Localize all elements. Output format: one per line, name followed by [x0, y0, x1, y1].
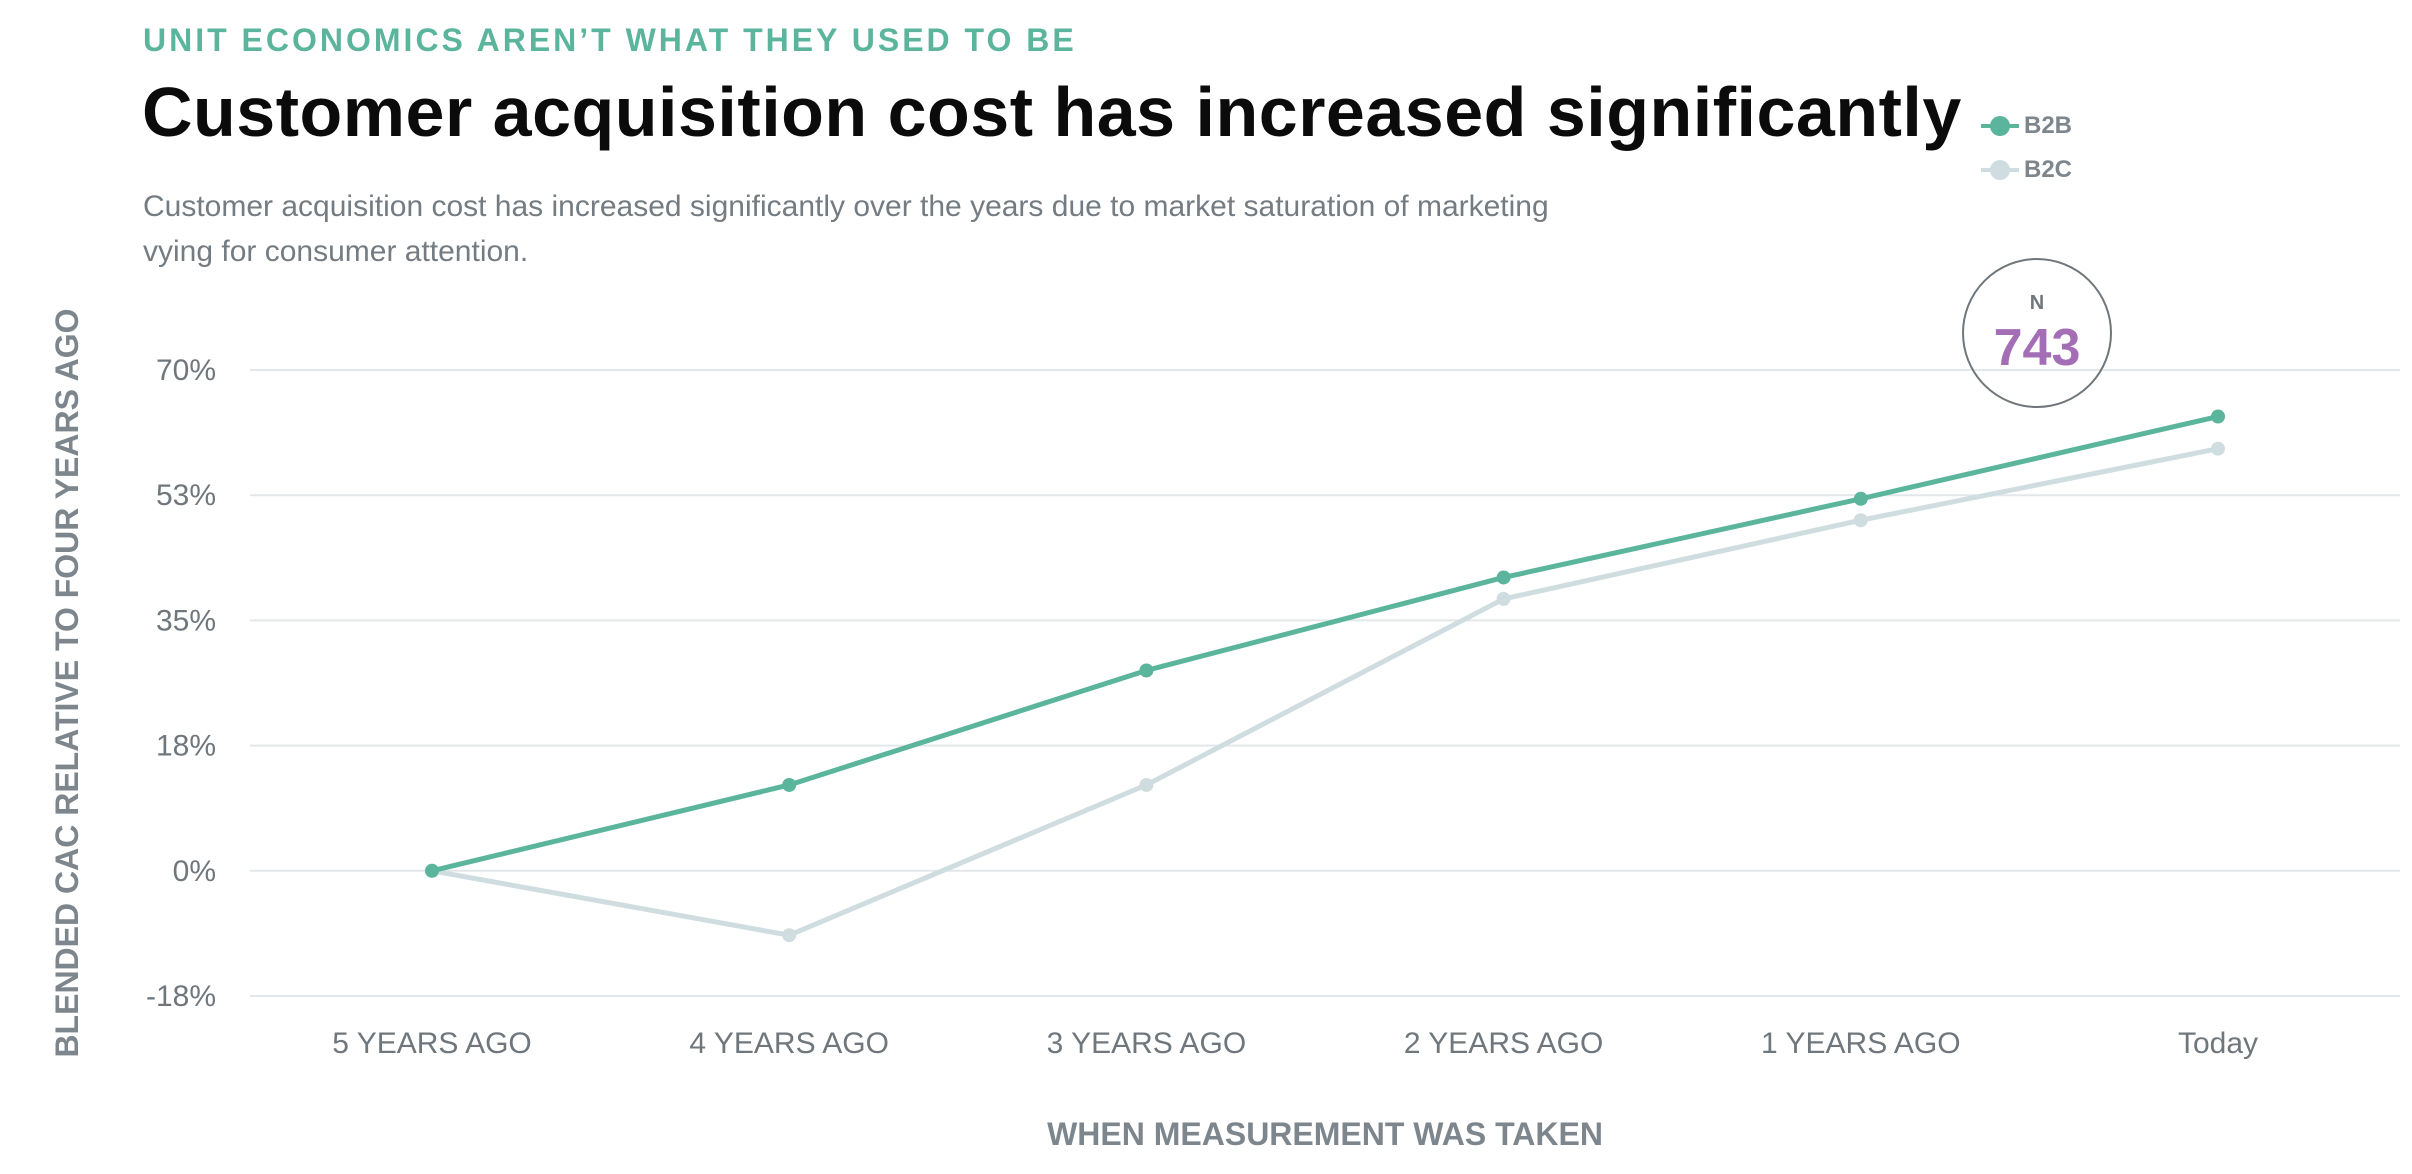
sample-size-label: N: [2029, 292, 2045, 314]
data-point-b2c[interactable]: [1853, 513, 1868, 528]
x-tick-label: 4 YEARS AGO: [689, 1027, 889, 1060]
x-axis-ticks: 5 YEARS AGO 4 YEARS AGO 3 YEARS AGO 2 YEARS…: [332, 1027, 2258, 1060]
sample-size-value: 743: [1993, 319, 2081, 377]
data-point-b2c[interactable]: [2211, 441, 2225, 456]
data-point-b2c[interactable]: [782, 928, 797, 943]
x-tick-label: 3 YEARS AGO: [1047, 1027, 1247, 1060]
chart-subtitle: Customer acquisition cost has increased …: [143, 190, 1549, 268]
sample-size-badge: N 743: [1962, 258, 2112, 408]
data-point-b2c[interactable]: [1496, 591, 1511, 606]
series-line-b2b[interactable]: [429, 414, 2221, 874]
y-tick-label: 18%: [156, 730, 216, 763]
y-tick-label: 53%: [156, 479, 216, 512]
y-tick-label: 35%: [156, 604, 216, 637]
legend-marker-b2b: [1981, 116, 2019, 136]
y-tick-label: 0%: [173, 855, 216, 888]
series: [425, 409, 2225, 943]
gridlines: [250, 369, 2400, 997]
x-tick-label: 5 YEARS AGO: [332, 1027, 532, 1060]
data-point-b2c[interactable]: [1139, 777, 1154, 792]
data-point-b2b[interactable]: [425, 863, 439, 878]
data-point-b2b[interactable]: [782, 777, 797, 792]
series-line-b2c[interactable]: [429, 446, 2221, 938]
y-tick-label: 70%: [156, 354, 216, 387]
data-point-b2b[interactable]: [1496, 570, 1511, 585]
legend-item-b2c[interactable]: B2C: [1981, 148, 2073, 192]
chart-eyebrow: UNIT ECONOMICS AREN’T WHAT THEY USED TO …: [143, 22, 1077, 58]
legend-label-b2b: B2B: [2024, 112, 2073, 139]
data-point-b2b[interactable]: [2211, 409, 2225, 424]
data-point-b2b[interactable]: [1139, 663, 1154, 678]
x-tick-label: 2 YEARS AGO: [1404, 1027, 1604, 1060]
x-tick-label: 1 YEARS AGO: [1761, 1027, 1961, 1060]
x-axis-title: WHEN MEASUREMENT WAS TAKEN: [1047, 1116, 1603, 1152]
legend: B2B B2C: [1981, 104, 2073, 192]
data-point-b2b[interactable]: [1853, 491, 1868, 506]
legend-item-b2b[interactable]: B2B: [1981, 104, 2073, 148]
y-tick-label: -18%: [146, 980, 216, 1013]
y-axis-title: BLENDED CAC RELATIVE TO FOUR YEARS AGO: [49, 308, 85, 1057]
x-tick-label: Today: [2178, 1027, 2258, 1060]
chart-title: Customer acquisition cost has increased …: [142, 73, 1962, 151]
y-axis-ticks: -18% 0% 18% 35% 53% 70%: [146, 354, 216, 1013]
legend-marker-b2c: [1981, 160, 2019, 180]
legend-label-b2c: B2C: [2024, 156, 2073, 183]
